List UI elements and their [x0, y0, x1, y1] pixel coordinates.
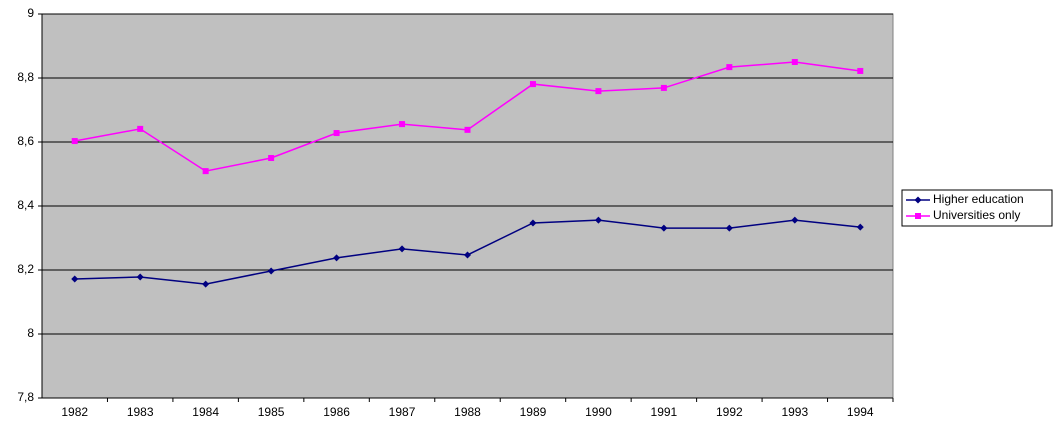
legend-marker: [915, 213, 921, 219]
x-tick-label: 1988: [454, 405, 481, 419]
x-tick-label: 1989: [520, 405, 547, 419]
data-point: [398, 245, 406, 253]
data-point: [857, 67, 864, 74]
x-tick-label: 1983: [127, 405, 154, 419]
legend-label: Universities only: [933, 208, 1020, 222]
data-point: [464, 126, 471, 133]
data-point: [202, 280, 210, 288]
y-tick-label: 7,8: [17, 390, 34, 404]
y-tick-label: 8,4: [17, 198, 34, 212]
x-tick-label: 1991: [651, 405, 678, 419]
x-tick-label: 1992: [716, 405, 743, 419]
data-point: [529, 219, 537, 227]
data-point: [791, 59, 798, 65]
legend-label: Higher education: [933, 192, 1024, 206]
data-point: [595, 88, 602, 95]
y-tick-label: 8,2: [17, 262, 34, 276]
x-tick-label: 1993: [781, 405, 808, 419]
data-point: [71, 275, 79, 283]
data-point: [333, 254, 341, 262]
x-tick-label: 1984: [192, 405, 219, 419]
x-tick-label: 1994: [847, 405, 874, 419]
data-point: [399, 121, 406, 128]
y-tick-label: 8: [27, 326, 34, 340]
y-tick-label: 9: [27, 6, 34, 20]
y-tick-label: 8,8: [17, 70, 34, 84]
data-point: [137, 125, 144, 132]
data-point: [268, 155, 275, 161]
data-point: [660, 84, 667, 91]
x-tick-label: 1982: [61, 405, 88, 419]
x-tick-label: 1986: [323, 405, 350, 419]
x-tick-label: 1985: [258, 405, 285, 419]
data-point: [594, 216, 602, 224]
data-point: [71, 138, 78, 145]
data-point: [725, 224, 733, 232]
data-point: [856, 223, 864, 231]
y-tick-label: 8,6: [17, 134, 34, 148]
x-tick-label: 1987: [389, 405, 416, 419]
legend-marker: [914, 196, 922, 204]
data-point: [267, 267, 275, 275]
data-point: [791, 216, 799, 224]
data-point: [136, 273, 144, 281]
x-tick-label: 1990: [585, 405, 612, 419]
legend-box: [901, 189, 1053, 227]
data-point: [464, 251, 471, 259]
data-point: [202, 168, 209, 175]
data-point: [333, 130, 340, 137]
data-point: [529, 81, 536, 88]
data-point: [726, 64, 733, 71]
data-point: [660, 224, 668, 232]
